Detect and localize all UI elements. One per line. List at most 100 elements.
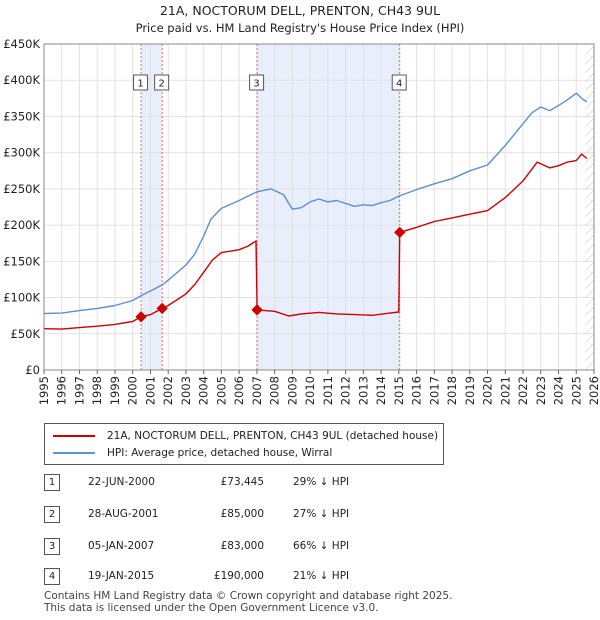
sale-date: 05-JAN-2007 <box>88 540 155 552</box>
sale-price: £83,000 <box>220 540 264 552</box>
forecast-hatch <box>585 279 594 290</box>
sale-date: 28-AUG-2001 <box>88 508 159 520</box>
forecast-hatch <box>585 90 594 101</box>
y-tick-label: £250K <box>3 182 40 196</box>
sale-date: 22-JUN-2000 <box>88 476 155 488</box>
x-tick-label: 2007 <box>250 376 264 405</box>
plot-border <box>43 43 595 371</box>
y-tick-label: £200K <box>3 218 40 232</box>
legend-hpi-label: HPI: Average price, detached house, Wirr… <box>107 447 333 459</box>
transaction-label: 2 <box>158 79 164 90</box>
highlight-span <box>141 44 163 370</box>
sale-hpi-diff: 27% ↓ HPI <box>293 508 350 520</box>
x-tick-label: 2013 <box>356 376 370 405</box>
sale-date: 19-JAN-2015 <box>88 570 155 582</box>
forecast-hatch <box>585 144 594 155</box>
transaction-point <box>156 302 168 315</box>
x-tick-label: 2024 <box>552 376 566 405</box>
forecast-hatch <box>585 306 594 317</box>
footer-note: Contains HM Land Registry data © Crown c… <box>44 590 452 614</box>
forecast-hatch <box>585 252 594 263</box>
sale-number-badge: 2 <box>44 506 60 523</box>
x-tick-label: 2017 <box>427 376 441 405</box>
sale-number-badge: 1 <box>44 474 60 491</box>
transaction-label-box <box>133 74 149 91</box>
sale-hpi-diff: 29% ↓ HPI <box>293 476 350 488</box>
forecast-hatch <box>585 63 594 74</box>
x-tick-label: 2010 <box>303 376 317 405</box>
x-tick-label: 2020 <box>481 376 495 405</box>
x-tick-label: 2014 <box>374 376 388 405</box>
legend-item-sale: 21A, NOCTORUM DELL, PRENTON, CH43 9UL (d… <box>53 429 438 443</box>
y-tick-label: £450K <box>3 37 40 51</box>
x-tick-label: 2018 <box>445 376 459 405</box>
x-tick-label: 2009 <box>285 376 299 405</box>
x-tick-label: 2002 <box>161 376 175 405</box>
legend-item-hpi: HPI: Average price, detached house, Wirr… <box>53 446 332 460</box>
x-tick-label: 2025 <box>569 376 583 405</box>
x-tick-label: 2021 <box>498 376 512 405</box>
forecast-hatch <box>585 243 594 254</box>
forecast-hatch <box>585 72 594 83</box>
transaction-label: 3 <box>253 79 259 90</box>
forecast-hatch <box>585 360 594 370</box>
x-tick-label: 2022 <box>516 376 530 405</box>
sale-row: 4 19-JAN-2015 £190,000 21% ↓ HPI <box>40 568 460 586</box>
sale-row: 3 05-JAN-2007 £83,000 66% ↓ HPI <box>40 538 460 556</box>
forecast-hatch <box>585 189 594 200</box>
forecast-hatch <box>585 342 594 353</box>
forecast-hatch <box>585 288 594 299</box>
chart-title: 21A, NOCTORUM DELL, PRENTON, CH43 9UL <box>160 3 440 18</box>
forecast-hatch <box>585 270 594 281</box>
x-tick-label: 2015 <box>392 376 406 405</box>
x-tick-label: 1996 <box>55 376 69 405</box>
legend-hpi-swatch <box>53 452 95 454</box>
forecast-hatch <box>585 297 594 308</box>
x-tick-label: 2000 <box>126 376 140 405</box>
transaction-point <box>135 311 147 323</box>
hpi-series-line <box>43 92 588 315</box>
forecast-hatch <box>585 10 594 19</box>
y-tick-label: £400K <box>3 73 40 87</box>
forecast-hatch <box>585 153 594 164</box>
x-tick-label: 2004 <box>197 376 211 405</box>
sale-number-badge: 3 <box>44 538 60 555</box>
x-tick-label: 2016 <box>410 376 424 405</box>
sale-hpi-diff: 21% ↓ HPI <box>293 570 350 582</box>
forecast-hatch <box>585 135 594 146</box>
sale-price: £85,000 <box>220 508 264 520</box>
forecast-hatch <box>585 54 594 65</box>
sale-price: £73,445 <box>220 476 264 488</box>
forecast-hatch <box>585 99 594 110</box>
forecast-hatch <box>585 351 594 362</box>
highlight-span <box>257 44 400 370</box>
forecast-hatch <box>585 19 594 28</box>
transaction-label: 4 <box>396 79 402 90</box>
x-tick-label: 1997 <box>72 376 86 405</box>
forecast-hatch <box>585 162 594 173</box>
footer-line-copyright: Contains HM Land Registry data © Crown c… <box>44 590 453 602</box>
forecast-hatch <box>585 225 594 236</box>
forecast-hatch <box>585 171 594 182</box>
x-tick-label: 2006 <box>232 376 246 405</box>
forecast-hatch <box>585 324 594 335</box>
legend-sale-label: 21A, NOCTORUM DELL, PRENTON, CH43 9UL (d… <box>107 430 439 442</box>
y-tick-label: £350K <box>3 109 40 123</box>
x-tick-label: 2019 <box>463 376 477 405</box>
forecast-hatch <box>585 198 594 209</box>
x-tick-label: 1995 <box>37 376 51 405</box>
x-tick-label: 2026 <box>587 376 600 405</box>
x-tick-label: 2023 <box>534 376 548 405</box>
sale-row: 1 22-JUN-2000 £73,445 29% ↓ HPI <box>40 474 460 492</box>
forecast-hatch <box>585 261 594 272</box>
forecast-hatch <box>585 415 594 420</box>
price-paid-series-line <box>43 153 588 330</box>
sale-hpi-diff: 66% ↓ HPI <box>293 540 350 552</box>
transaction-label-box <box>249 74 265 91</box>
x-tick-label: 2005 <box>214 376 228 405</box>
x-tick-label: 2001 <box>143 376 157 405</box>
y-tick-label: £150K <box>3 254 40 268</box>
y-tick-label: £50K <box>11 327 41 341</box>
forecast-hatch <box>585 406 594 415</box>
forecast-hatch <box>585 126 594 137</box>
